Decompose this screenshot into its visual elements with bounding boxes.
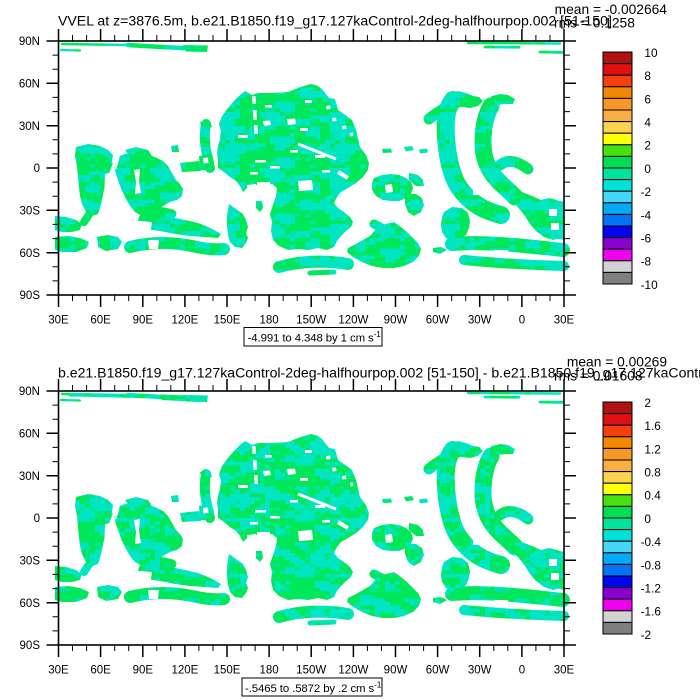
svg-text:30E: 30E [554, 665, 575, 677]
svg-text:30S: 30S [20, 206, 41, 218]
svg-text:b.e21.B1850.f19_g17.127kaContr: b.e21.B1850.f19_g17.127kaControl-2deg-ha… [58, 365, 700, 381]
svg-text:30E: 30E [554, 315, 575, 327]
svg-text:90W: 90W [384, 665, 408, 677]
svg-text:0: 0 [519, 315, 525, 327]
svg-text:120E: 120E [171, 315, 198, 327]
svg-text:180: 180 [260, 665, 279, 677]
svg-text:rms = 0.01608: rms = 0.01608 [554, 369, 643, 384]
svg-text:rms = 0.1258: rms = 0.1258 [554, 16, 635, 31]
svg-text:VVEL at z=3876.5m, b.e21.B1850: VVEL at z=3876.5m, b.e21.B1850.f19_g17.1… [58, 13, 612, 29]
svg-text:0.4: 0.4 [644, 489, 661, 503]
svg-text:1.2: 1.2 [644, 442, 660, 456]
svg-text:60N: 60N [19, 429, 40, 441]
svg-text:30E: 30E [48, 665, 69, 677]
svg-text:1.6: 1.6 [644, 419, 661, 433]
svg-text:90S: 90S [20, 640, 41, 652]
svg-text:0: 0 [34, 163, 40, 175]
svg-text:150W: 150W [296, 665, 326, 677]
svg-text:90N: 90N [19, 36, 40, 48]
svg-text:60S: 60S [20, 598, 41, 610]
svg-text:-0.8: -0.8 [641, 558, 662, 572]
svg-text:60N: 60N [19, 79, 40, 91]
svg-text:8: 8 [644, 69, 651, 83]
svg-text:6: 6 [644, 92, 651, 106]
svg-text:-10: -10 [641, 278, 658, 292]
svg-text:30S: 30S [20, 556, 41, 568]
svg-text:60E: 60E [90, 665, 111, 677]
svg-text:90S: 90S [20, 290, 41, 302]
svg-text:-4.991 to 4.348 by 1 cm s-1: -4.991 to 4.348 by 1 cm s-1 [248, 329, 382, 345]
svg-text:60W: 60W [426, 665, 450, 677]
svg-text:-2: -2 [641, 628, 652, 642]
svg-text:-.5465 to .5872 by .2 cm s-1: -.5465 to .5872 by .2 cm s-1 [245, 680, 382, 696]
svg-text:150E: 150E [214, 315, 241, 327]
svg-text:30W: 30W [468, 665, 492, 677]
svg-text:120W: 120W [338, 315, 368, 327]
svg-text:-1.2: -1.2 [641, 582, 661, 596]
svg-text:0: 0 [34, 513, 40, 525]
svg-text:60S: 60S [20, 248, 41, 260]
svg-text:30W: 30W [468, 315, 492, 327]
svg-text:mean = -0.002664: mean = -0.002664 [555, 2, 668, 17]
svg-text:60E: 60E [90, 315, 111, 327]
svg-text:150E: 150E [214, 665, 241, 677]
svg-text:10: 10 [644, 46, 658, 60]
svg-text:0: 0 [644, 162, 651, 176]
svg-text:120W: 120W [338, 665, 368, 677]
svg-text:90W: 90W [384, 315, 408, 327]
svg-text:30N: 30N [19, 471, 40, 483]
svg-text:180: 180 [260, 315, 279, 327]
svg-text:0: 0 [519, 665, 525, 677]
svg-text:mean = 0.00269: mean = 0.00269 [567, 354, 667, 369]
svg-text:-2: -2 [641, 185, 652, 199]
svg-text:120E: 120E [171, 665, 198, 677]
svg-text:2: 2 [644, 139, 651, 153]
svg-text:0.8: 0.8 [644, 466, 661, 480]
svg-text:0: 0 [644, 512, 651, 526]
svg-text:90E: 90E [133, 665, 154, 677]
svg-text:30N: 30N [19, 121, 40, 133]
svg-text:60W: 60W [426, 315, 450, 327]
svg-text:30E: 30E [48, 315, 69, 327]
svg-text:4: 4 [644, 116, 651, 130]
svg-text:-4: -4 [641, 208, 652, 222]
svg-text:90E: 90E [133, 315, 154, 327]
svg-text:-1.6: -1.6 [641, 605, 662, 619]
svg-text:-6: -6 [641, 232, 652, 246]
svg-text:150W: 150W [296, 315, 326, 327]
svg-text:-8: -8 [641, 255, 652, 269]
svg-text:-0.4: -0.4 [641, 535, 662, 549]
svg-text:2: 2 [644, 396, 651, 410]
svg-text:90N: 90N [19, 386, 40, 398]
